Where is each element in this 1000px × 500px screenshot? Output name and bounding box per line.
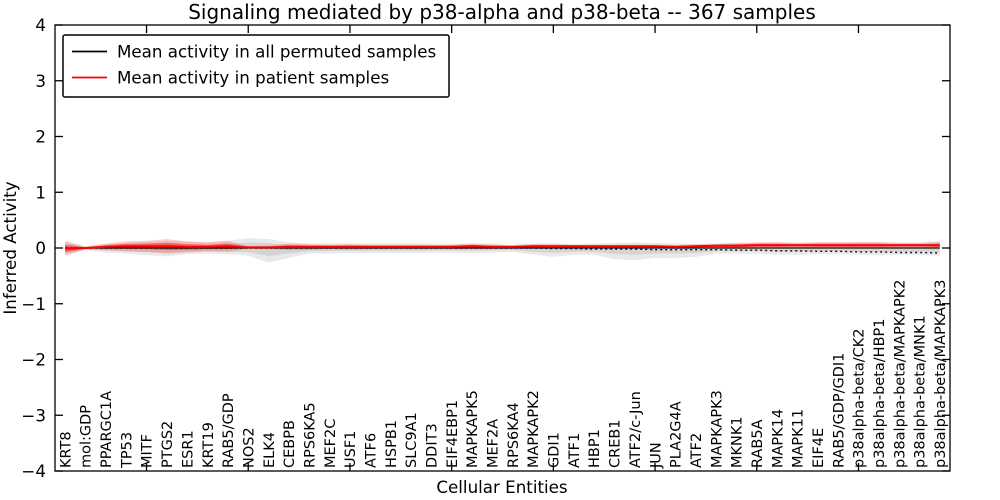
category-labels: KRT8 mol:GDP PPARGC1A TP53 MITF PTGS2 ESR1 KRT1…: [58, 280, 949, 470]
category-label: NOS2: [241, 427, 257, 468]
category-label: HBP1: [587, 429, 603, 468]
category-label: PPARGC1A: [99, 391, 115, 468]
category-label: KRT19: [201, 422, 217, 468]
category-label: p38alpha-beta/HBP1: [872, 319, 888, 468]
y-tick-label: 2: [35, 127, 46, 147]
category-label: PLA2G4A: [669, 401, 685, 468]
y-axis-label: Inferred Activity: [0, 181, 20, 314]
category-label: MAPKAPK5: [465, 390, 481, 468]
ticks-layer: [55, 24, 950, 472]
category-label: ELK4: [262, 432, 278, 468]
category-label: RPS6KA5: [303, 402, 319, 468]
category-label: HSPB1: [384, 420, 400, 468]
category-label: mol:GDP: [79, 405, 95, 468]
y-tick-label: −4: [21, 461, 46, 481]
category-label: MEF2A: [486, 419, 502, 468]
bands-layer: [65, 238, 940, 263]
category-label: RAB5/GDP/GDI1: [831, 353, 847, 468]
category-label: MKNK1: [730, 416, 746, 468]
series-layer: [65, 244, 940, 254]
x-axis-label: Cellular Entities: [436, 477, 567, 497]
y-tick-labels: 4 3 2 1 0 −1 −2 −3 −4: [21, 15, 46, 481]
category-label: ATF1: [567, 433, 583, 468]
category-label: ATF2/c-Jun: [628, 391, 644, 468]
category-label: RPS6KA4: [506, 402, 522, 468]
category-label: p38alpha-beta/MAPKAPK3: [933, 280, 949, 469]
category-label: CREB1: [608, 419, 624, 468]
category-label: MAPK14: [770, 409, 786, 468]
category-label: USF1: [343, 431, 359, 468]
y-tick-label: 4: [35, 15, 46, 35]
y-tick-label: 0: [35, 238, 46, 258]
category-label: ESR1: [180, 430, 196, 468]
category-label: MITF: [140, 434, 156, 468]
category-label: p38alpha-beta/MAPKAPK2: [892, 280, 908, 469]
category-label: JUN: [648, 442, 664, 469]
category-label: MEF2C: [323, 419, 339, 468]
category-label: EIF4EBP1: [445, 400, 461, 468]
category-label: RAB5/GDP: [221, 393, 237, 468]
category-label: MAPKAPK3: [709, 390, 725, 468]
category-label: RAB5A: [750, 419, 766, 468]
y-tick-label: −2: [21, 350, 46, 370]
category-label: PTGS2: [160, 421, 176, 468]
y-tick-label: 1: [35, 182, 46, 202]
y-tick-label: −1: [21, 294, 46, 314]
category-label: CEBPB: [282, 420, 298, 468]
category-label: EIF4E: [811, 428, 827, 468]
category-label: KRT8: [58, 431, 74, 468]
category-label: p38alpha-beta/MNK1: [913, 315, 929, 468]
y-tick-label: 3: [35, 71, 46, 91]
category-label: MAPK11: [791, 409, 807, 468]
patient-mean-line: [65, 244, 940, 250]
category-label: ATF6: [364, 433, 380, 468]
legend: Mean activity in all permuted samples Me…: [62, 34, 450, 98]
category-label: ATF2: [689, 433, 705, 468]
chart-title: Signaling mediated by p38-alpha and p38-…: [188, 0, 816, 24]
category-label: DDIT3: [425, 423, 441, 468]
legend-box: [62, 34, 450, 98]
category-label: GDI1: [547, 432, 563, 468]
legend-label-patient: Mean activity in patient samples: [117, 68, 389, 88]
category-label: TP53: [119, 432, 135, 469]
category-label: MAPKAPK2: [526, 390, 542, 468]
category-label: SLC9A1: [404, 412, 420, 468]
legend-label-permuted: Mean activity in all permuted samples: [117, 42, 436, 62]
y-tick-label: −3: [21, 405, 46, 425]
category-label: p38alpha-beta/CK2: [852, 328, 868, 468]
